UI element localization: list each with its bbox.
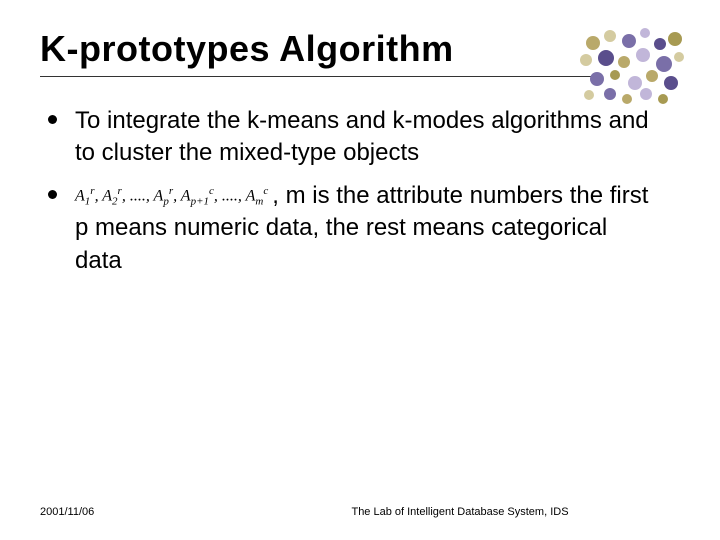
deco-dot xyxy=(604,88,616,100)
bullet-item: A1r, A2r, ...., Apr, Ap+1c, ...., Amc, m… xyxy=(48,180,660,277)
footer-date: 2001/11/06 xyxy=(40,506,240,518)
deco-dot xyxy=(628,76,642,90)
deco-dot xyxy=(610,70,620,80)
deco-dot xyxy=(654,38,666,50)
deco-dot xyxy=(668,32,682,46)
deco-dot xyxy=(622,94,632,104)
deco-dot xyxy=(618,56,630,68)
deco-dot xyxy=(646,70,658,82)
bullet-icon xyxy=(48,115,57,124)
decorative-dots xyxy=(576,28,696,118)
attribute-formula: A1r, A2r, ...., Apr, Ap+1c, ...., Amc xyxy=(75,184,272,209)
slide: K-prototypes Algorithm To integrate the … xyxy=(0,0,720,540)
slide-footer: 2001/11/06 The Lab of Intelligent Databa… xyxy=(40,506,680,518)
bullet-icon xyxy=(48,190,57,199)
title-container: K-prototypes Algorithm xyxy=(40,28,600,77)
deco-dot xyxy=(656,56,672,72)
deco-dot xyxy=(590,72,604,86)
deco-dot xyxy=(584,90,594,100)
deco-dot xyxy=(604,30,616,42)
slide-body: To integrate the k-means and k-modes alg… xyxy=(40,105,680,277)
slide-title: K-prototypes Algorithm xyxy=(40,28,600,70)
footer-org: The Lab of Intelligent Database System, … xyxy=(240,506,680,518)
deco-dot xyxy=(640,88,652,100)
deco-dot xyxy=(640,28,650,38)
deco-dot xyxy=(586,36,600,50)
deco-dot xyxy=(598,50,614,66)
deco-dot xyxy=(636,48,650,62)
deco-dot xyxy=(664,76,678,90)
deco-dot xyxy=(674,52,684,62)
bullet-text: A1r, A2r, ...., Apr, Ap+1c, ...., Amc, m… xyxy=(75,180,660,277)
deco-dot xyxy=(580,54,592,66)
bullet-text: To integrate the k-means and k-modes alg… xyxy=(75,105,660,170)
bullet-item: To integrate the k-means and k-modes alg… xyxy=(48,105,660,170)
deco-dot xyxy=(658,94,668,104)
deco-dot xyxy=(622,34,636,48)
